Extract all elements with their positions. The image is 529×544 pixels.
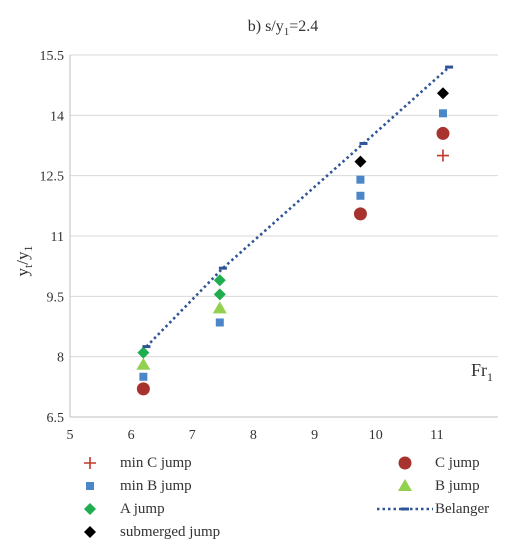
grid-lines [70, 54, 498, 418]
min-b-jump-point [356, 191, 365, 200]
belanger-point [445, 65, 454, 69]
y-axis-label: yt/y1 [13, 245, 35, 276]
submerged-jump-point [436, 87, 449, 100]
c-jump-point [353, 207, 367, 221]
y-tick-label: 11 [51, 230, 64, 245]
b-jump-point [212, 301, 227, 314]
y-tick-label: 6.5 [47, 411, 65, 426]
belanger-point [142, 345, 151, 349]
a-jump-point [213, 288, 226, 301]
x-axis-label: Fr1 [471, 360, 493, 384]
belanger-point [218, 266, 227, 270]
a-jump-point [213, 274, 226, 287]
x-tick-label: 9 [311, 428, 318, 443]
chart-title: b) s/y1=2.4 [248, 18, 319, 38]
y-tick-label: 15.5 [40, 49, 65, 64]
tick-labels: 6.5 8 9.5 11 12.5 14 15.5 5 6 7 8 9 10 11 [40, 49, 444, 443]
x-tick-label: 5 [67, 428, 74, 443]
belanger-point [359, 141, 368, 145]
x-tick-label: 10 [369, 428, 383, 443]
min-b-jump-point [356, 175, 365, 184]
data-marks [136, 65, 454, 396]
b-jump-point [136, 357, 151, 370]
x-tick-label: 6 [128, 428, 135, 443]
y-tick-label: 14 [50, 109, 64, 124]
min-b-jump-point [215, 318, 224, 327]
axes [69, 55, 498, 418]
a-jump-point [137, 346, 150, 359]
x-tick-label: 8 [250, 428, 257, 443]
x-tick-label: 11 [430, 428, 443, 443]
y-tick-label: 12.5 [40, 170, 65, 185]
submerged-jump-point [354, 155, 367, 168]
y-tick-label: 8 [57, 351, 64, 366]
c-jump-point [436, 126, 450, 140]
x-tick-label: 7 [189, 428, 196, 443]
c-jump-point [136, 382, 150, 396]
belanger-line [145, 66, 450, 348]
min-c-jump-point [436, 149, 449, 162]
min-b-jump-point [139, 372, 148, 381]
min-b-jump-point [438, 109, 447, 118]
y-tick-label: 9.5 [47, 290, 65, 305]
